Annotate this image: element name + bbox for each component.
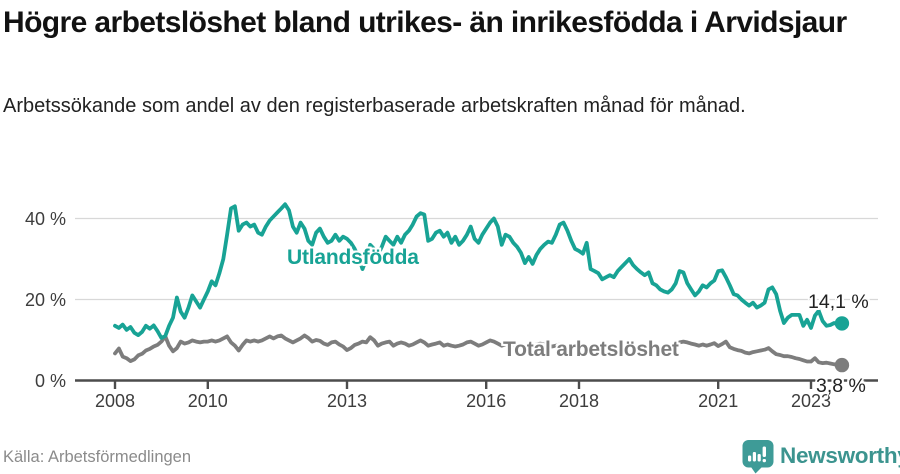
- chart-title: Högre arbetslöshet bland utrikes- än inr…: [3, 6, 847, 39]
- y-tick-label: 40 %: [24, 208, 66, 229]
- x-tick-label: 2010: [187, 391, 228, 411]
- x-tick-label: 2018: [558, 391, 600, 411]
- line-total-arbetsl-shet: [113, 333, 844, 368]
- source-credit: Källa: Arbetsförmedlingen: [3, 448, 192, 466]
- y-tick-label: 20 %: [24, 289, 66, 310]
- end-dot: [834, 357, 850, 373]
- newsworthy-logo-icon: [742, 440, 774, 474]
- line-utlandsf-dda: [113, 202, 844, 340]
- x-tick-label: 2016: [466, 391, 507, 411]
- x-tick-label: 2021: [698, 391, 739, 411]
- series-label-total-arbetsloshet: Total arbetslöshet: [503, 338, 679, 361]
- x-tick-label: 2008: [94, 391, 136, 411]
- y-tick-label: 0 %: [34, 370, 66, 391]
- end-dot: [834, 316, 850, 331]
- chart-subtitle: Arbetssökande som andel av den registerb…: [3, 95, 746, 117]
- end-value-label-utlandsfodda: 14,1 %: [808, 291, 869, 313]
- series-label-utlandsfodda: Utlandsfödda: [287, 246, 419, 269]
- end-value-label-total: 3,8 %: [816, 375, 866, 397]
- newsworthy-wordmark: Newsworthy: [780, 443, 900, 468]
- x-tick-label: 2013: [326, 391, 368, 411]
- x-tick-label: 2023: [790, 391, 832, 411]
